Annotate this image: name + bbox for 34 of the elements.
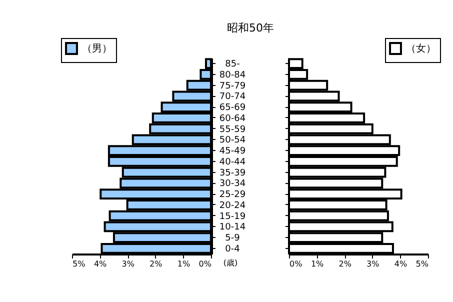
y-tick-label: 60-64 (219, 114, 246, 124)
y-tick-label: 75-79 (219, 81, 246, 92)
x-tick-label: 0% (198, 260, 212, 268)
y-tick-label: 5-9 (225, 234, 240, 244)
x-tick-label: 1% (310, 260, 324, 268)
x-tick-label: 5% (72, 260, 86, 268)
y-tick-label: 10-14 (219, 222, 246, 233)
x-tick-label: 4% (94, 260, 108, 268)
y-tick-label: 25-29 (219, 190, 246, 200)
y-tick-label: 85- (225, 60, 240, 70)
y-tick-label: 50-54 (219, 136, 246, 146)
x-tick-label: 2% (150, 260, 163, 268)
y-tick-label: 20-24 (219, 200, 246, 211)
legend-label: （女） (406, 42, 436, 54)
y-tick-label: 65-69 (219, 103, 246, 114)
x-tick-label: 3% (366, 260, 380, 268)
y-tick-label: 70-74 (219, 92, 246, 102)
y-tick-label: 30-34 (219, 179, 246, 190)
y-tick-label: 0-4 (225, 244, 240, 254)
y-tick-label: 55-59 (219, 124, 246, 135)
text: 昭和50年 (227, 22, 274, 34)
x-tick-label: 1% (177, 260, 190, 268)
y-tick-label: 80-84 (219, 70, 246, 80)
y-tick-label: 15-19 (219, 212, 246, 222)
y-tick-label: 35-39 (219, 168, 246, 178)
y-tick-label: 40-44 (219, 157, 246, 168)
x-tick-label: 2% (338, 260, 352, 268)
y-axis-title: (歳) (223, 258, 238, 268)
x-tick-label: 4% (394, 260, 408, 268)
legend-label: （男） (82, 44, 112, 54)
y-tick-label: 45-49 (219, 146, 246, 157)
x-tick-label: 5% (416, 260, 429, 268)
x-tick-label: 0% (290, 260, 303, 268)
x-tick-label: 3% (122, 260, 135, 268)
